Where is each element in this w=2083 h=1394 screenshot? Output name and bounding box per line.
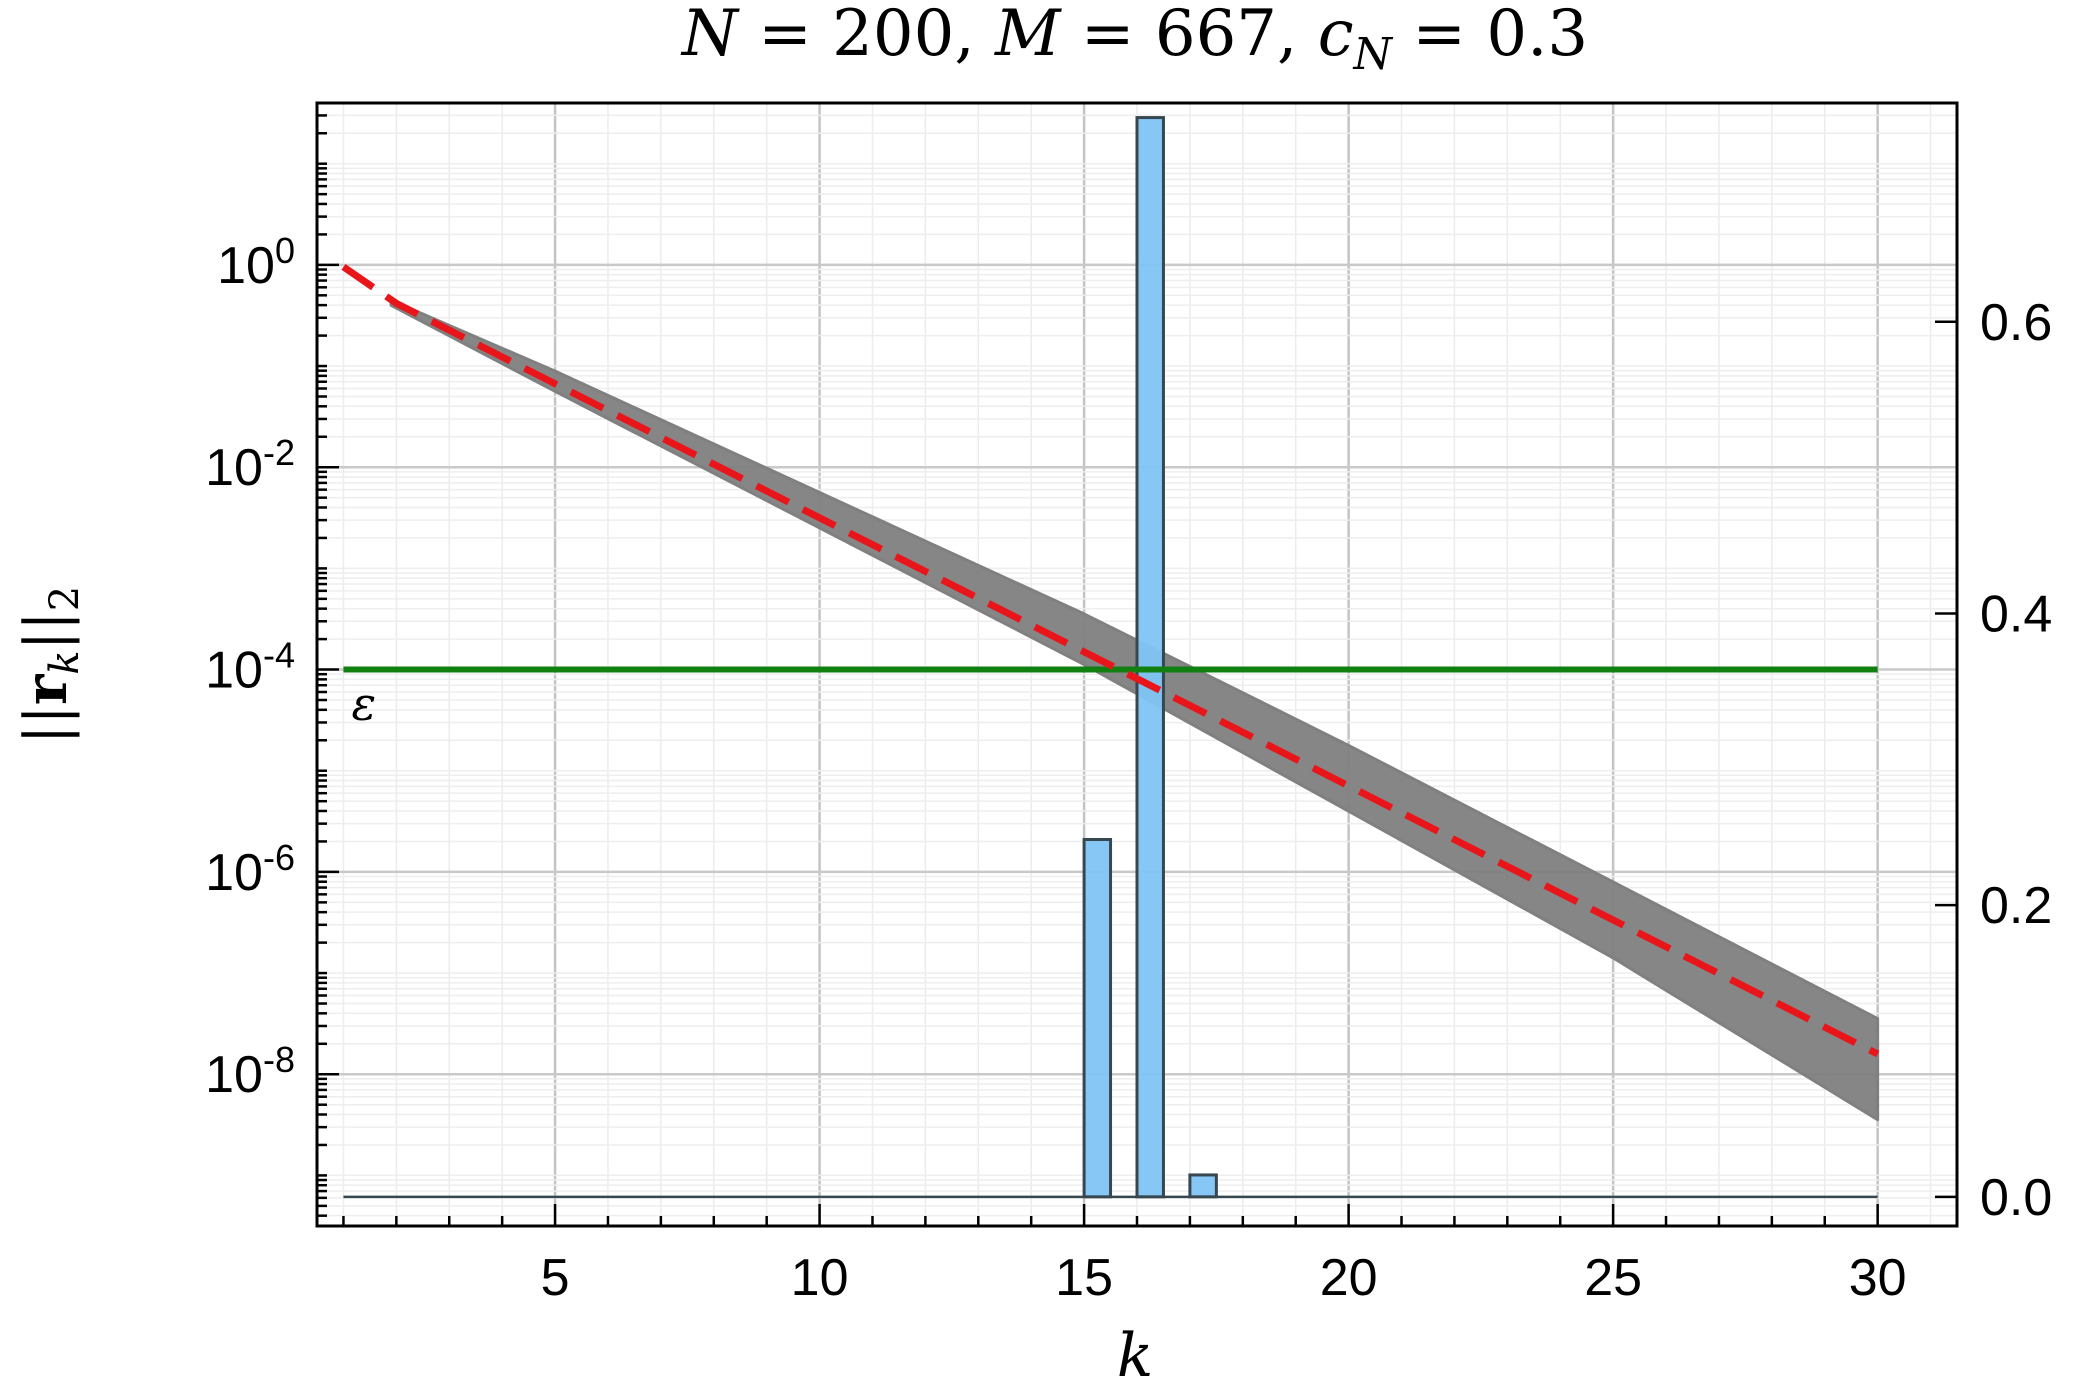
y-left-tick-label: 10-2 xyxy=(205,432,295,497)
y-right-tick-label: 0.6 xyxy=(1980,294,2052,352)
ylabel-part-0: || xyxy=(12,705,80,744)
x-axis-label: k xyxy=(1117,1321,1153,1389)
y-left-tick-label: 10-8 xyxy=(205,1039,295,1104)
y-right-tick-label: 0.4 xyxy=(1980,585,2052,643)
x-tick-label: 15 xyxy=(1055,1249,1113,1307)
y-left-tick-exponent: -8 xyxy=(263,1039,295,1080)
y-right-tick-label: 0.0 xyxy=(1980,1169,2052,1227)
y-left-tick-label: 10-6 xyxy=(205,837,295,902)
y-left-tick-base: 10 xyxy=(205,642,263,700)
histogram-bar xyxy=(1188,1173,1218,1199)
x-tick-label: 20 xyxy=(1320,1249,1378,1307)
x-tick-label: 5 xyxy=(541,1249,570,1307)
y-left-tick-exponent: -2 xyxy=(263,432,295,473)
y-axis-label: ||rk||2 xyxy=(12,586,88,744)
histogram-bar xyxy=(1135,116,1165,1199)
chart-title: N = 200, M = 667, cN = 0.3 xyxy=(680,0,1588,80)
x-tick-label: 25 xyxy=(1584,1249,1642,1307)
epsilon-layer: ε xyxy=(343,666,1878,731)
y-left-tick-base: 10 xyxy=(205,844,263,902)
title-part-5: N xyxy=(1353,29,1394,80)
ylabel-part-4: 2 xyxy=(42,586,88,611)
ylabel-part-1: r xyxy=(12,673,80,705)
histogram-bar xyxy=(1082,838,1113,1199)
fit-line-layer xyxy=(341,264,1880,1058)
y-left-tick-base: 10 xyxy=(205,439,263,497)
title-part-0: N xyxy=(680,0,740,71)
y-left-tick-base: 10 xyxy=(217,237,275,295)
ylabel-part-2: k xyxy=(42,650,88,674)
y-right-tick-label: 0.2 xyxy=(1980,877,2052,935)
y-left-tick-exponent: -4 xyxy=(263,635,295,676)
histogram-layer xyxy=(343,116,1878,1199)
y-left-tick-exponent: 0 xyxy=(275,230,295,271)
x-tick-label: 30 xyxy=(1849,1249,1907,1307)
x-tick-label: 10 xyxy=(791,1249,849,1307)
tick-layer: 5 10 15 20 25 3010010-210-410-610-80.00.20.40… xyxy=(205,114,2052,1307)
y-left-tick-exponent: -6 xyxy=(263,837,295,878)
residual-band-layer xyxy=(389,298,1880,1122)
y-axis-label-group: ||rk||2 xyxy=(12,586,88,744)
title-part-2: M xyxy=(994,0,1062,71)
epsilon-label: ε xyxy=(351,677,376,731)
title-part-3: = 667, xyxy=(1061,0,1318,71)
title-part-4: c xyxy=(1318,0,1354,71)
residual-band xyxy=(389,298,1880,1122)
fit-dashed-line xyxy=(341,264,1880,1058)
y-left-tick-label: 100 xyxy=(217,230,295,295)
title-part-1: = 200, xyxy=(738,0,995,71)
title-part-6: = 0.3 xyxy=(1392,0,1588,71)
y-left-tick-label: 10-4 xyxy=(205,635,295,700)
ylabel-part-3: || xyxy=(12,611,80,650)
y-left-tick-base: 10 xyxy=(205,1046,263,1104)
